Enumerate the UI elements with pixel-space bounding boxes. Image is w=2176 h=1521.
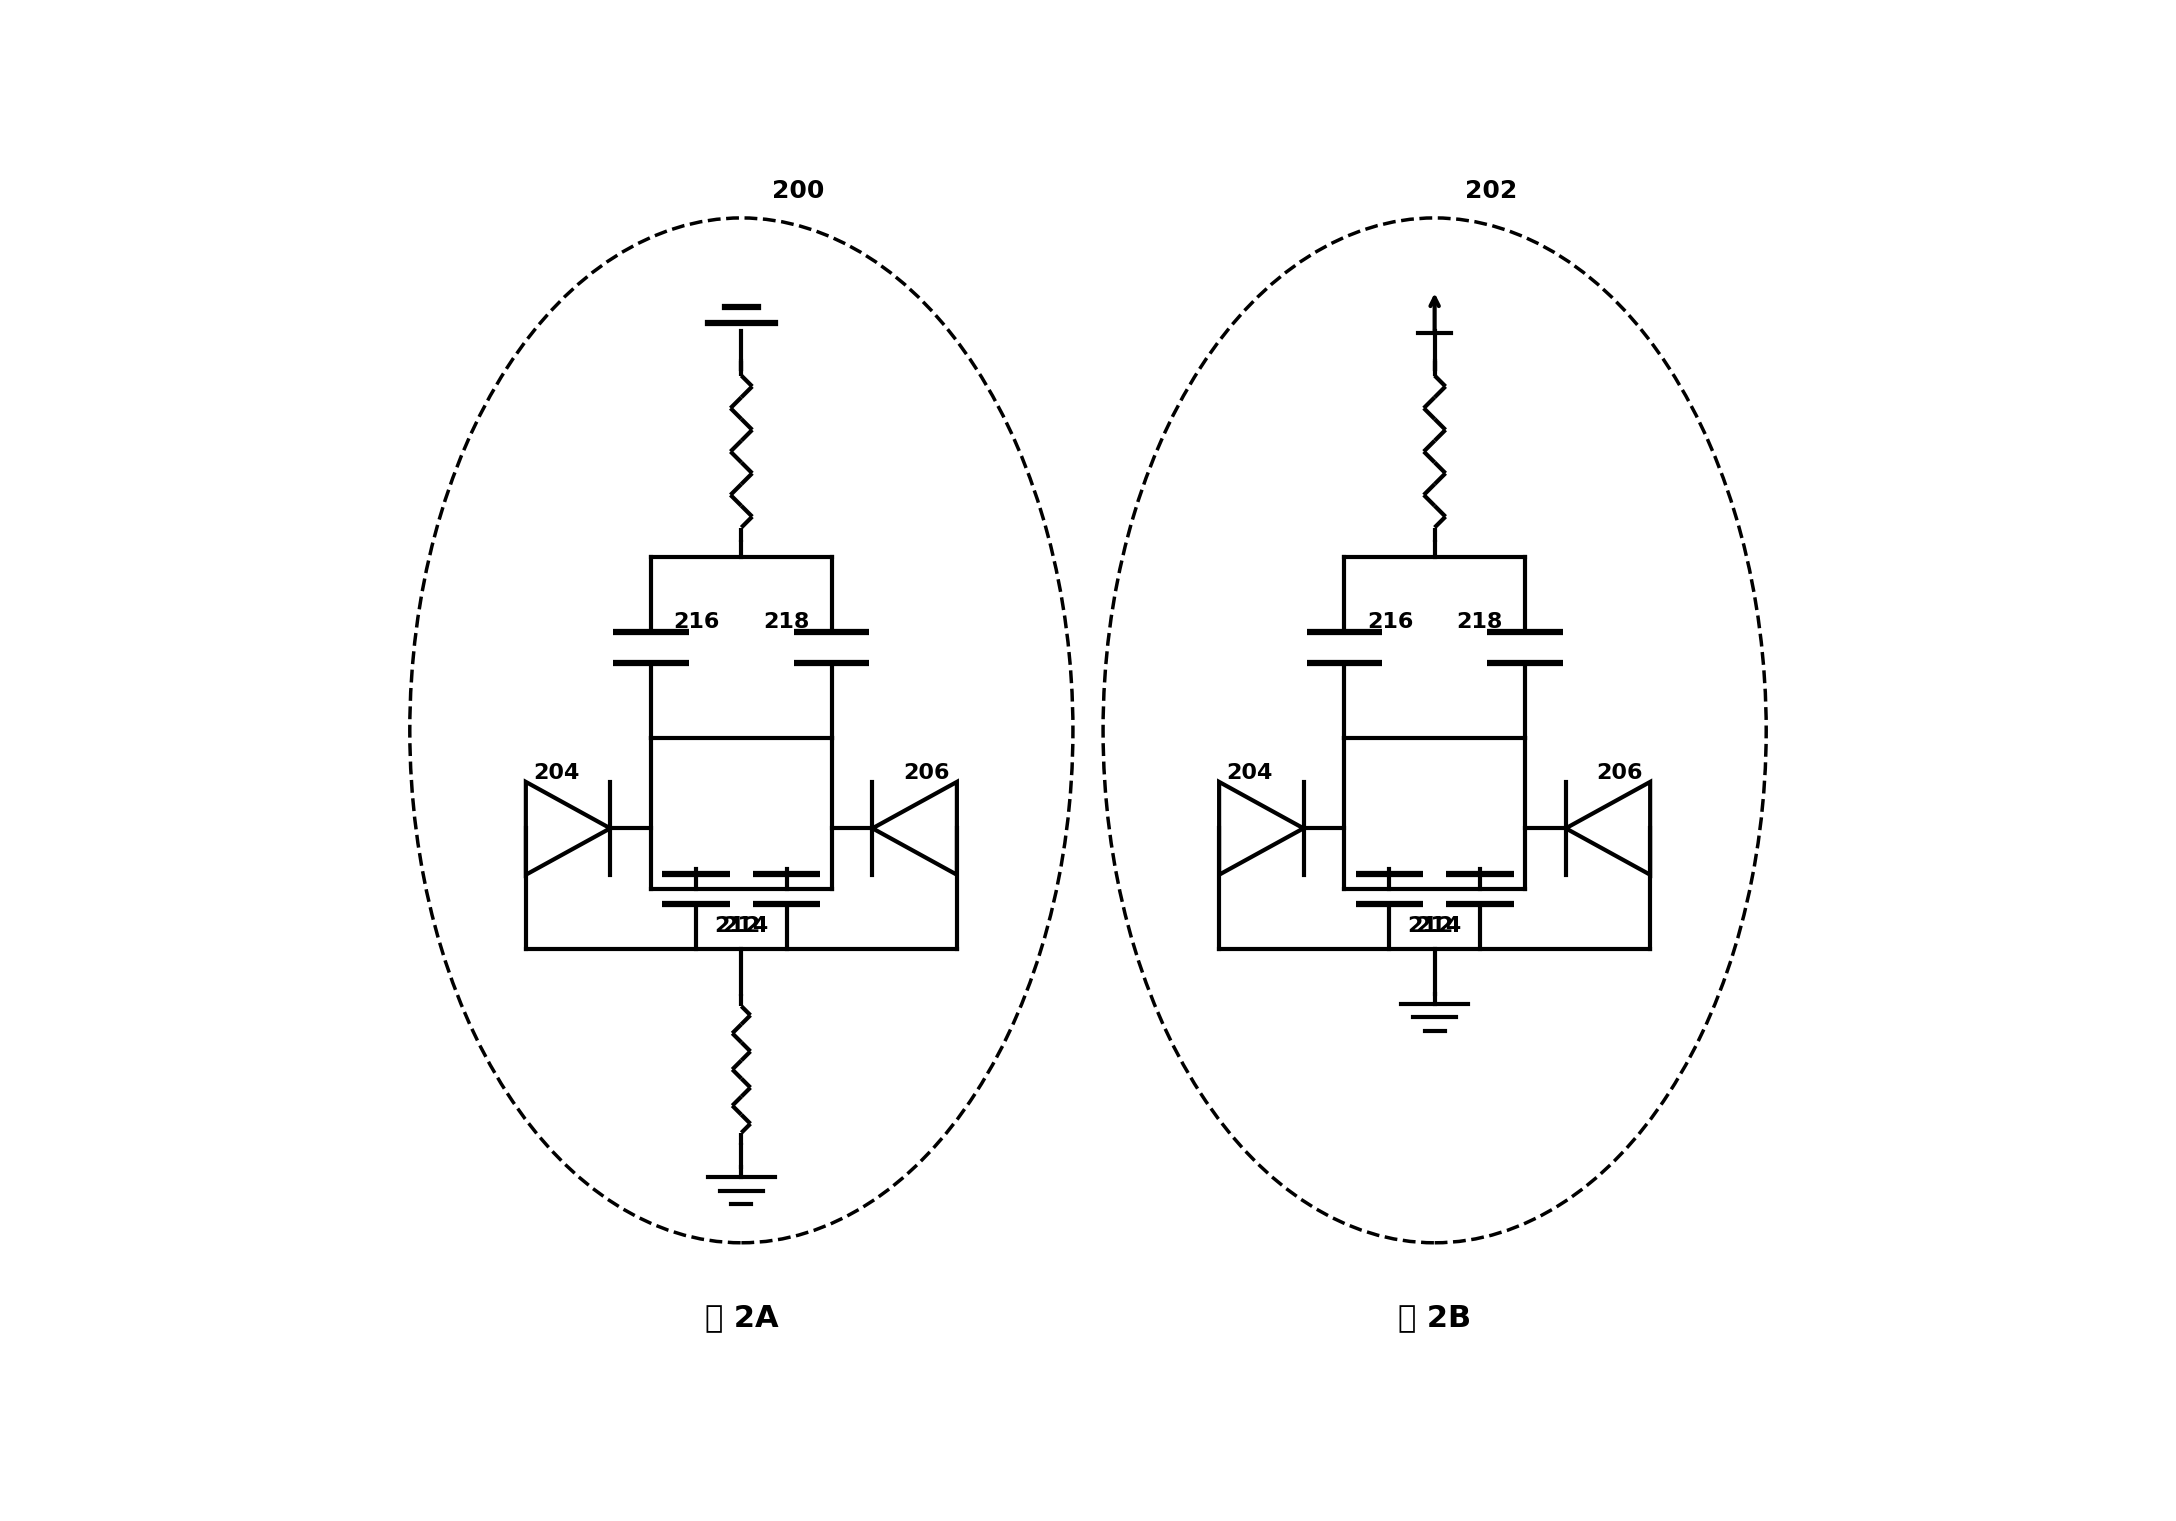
Text: 204: 204 xyxy=(533,764,579,783)
Text: 216: 216 xyxy=(675,613,720,633)
Text: 218: 218 xyxy=(1456,613,1501,633)
Text: 214: 214 xyxy=(722,916,768,935)
Text: 218: 218 xyxy=(764,613,809,633)
Text: 202: 202 xyxy=(1464,179,1517,202)
Text: 216: 216 xyxy=(1367,613,1412,633)
Text: 214: 214 xyxy=(1417,916,1462,935)
Text: 204: 204 xyxy=(1227,764,1273,783)
Text: 212: 212 xyxy=(714,916,759,935)
Text: 图 2A: 图 2A xyxy=(705,1303,779,1332)
Text: 212: 212 xyxy=(1408,916,1454,935)
Text: 206: 206 xyxy=(903,764,949,783)
Text: 图 2B: 图 2B xyxy=(1397,1303,1471,1332)
Text: 206: 206 xyxy=(1597,764,1643,783)
Text: 200: 200 xyxy=(772,179,825,202)
